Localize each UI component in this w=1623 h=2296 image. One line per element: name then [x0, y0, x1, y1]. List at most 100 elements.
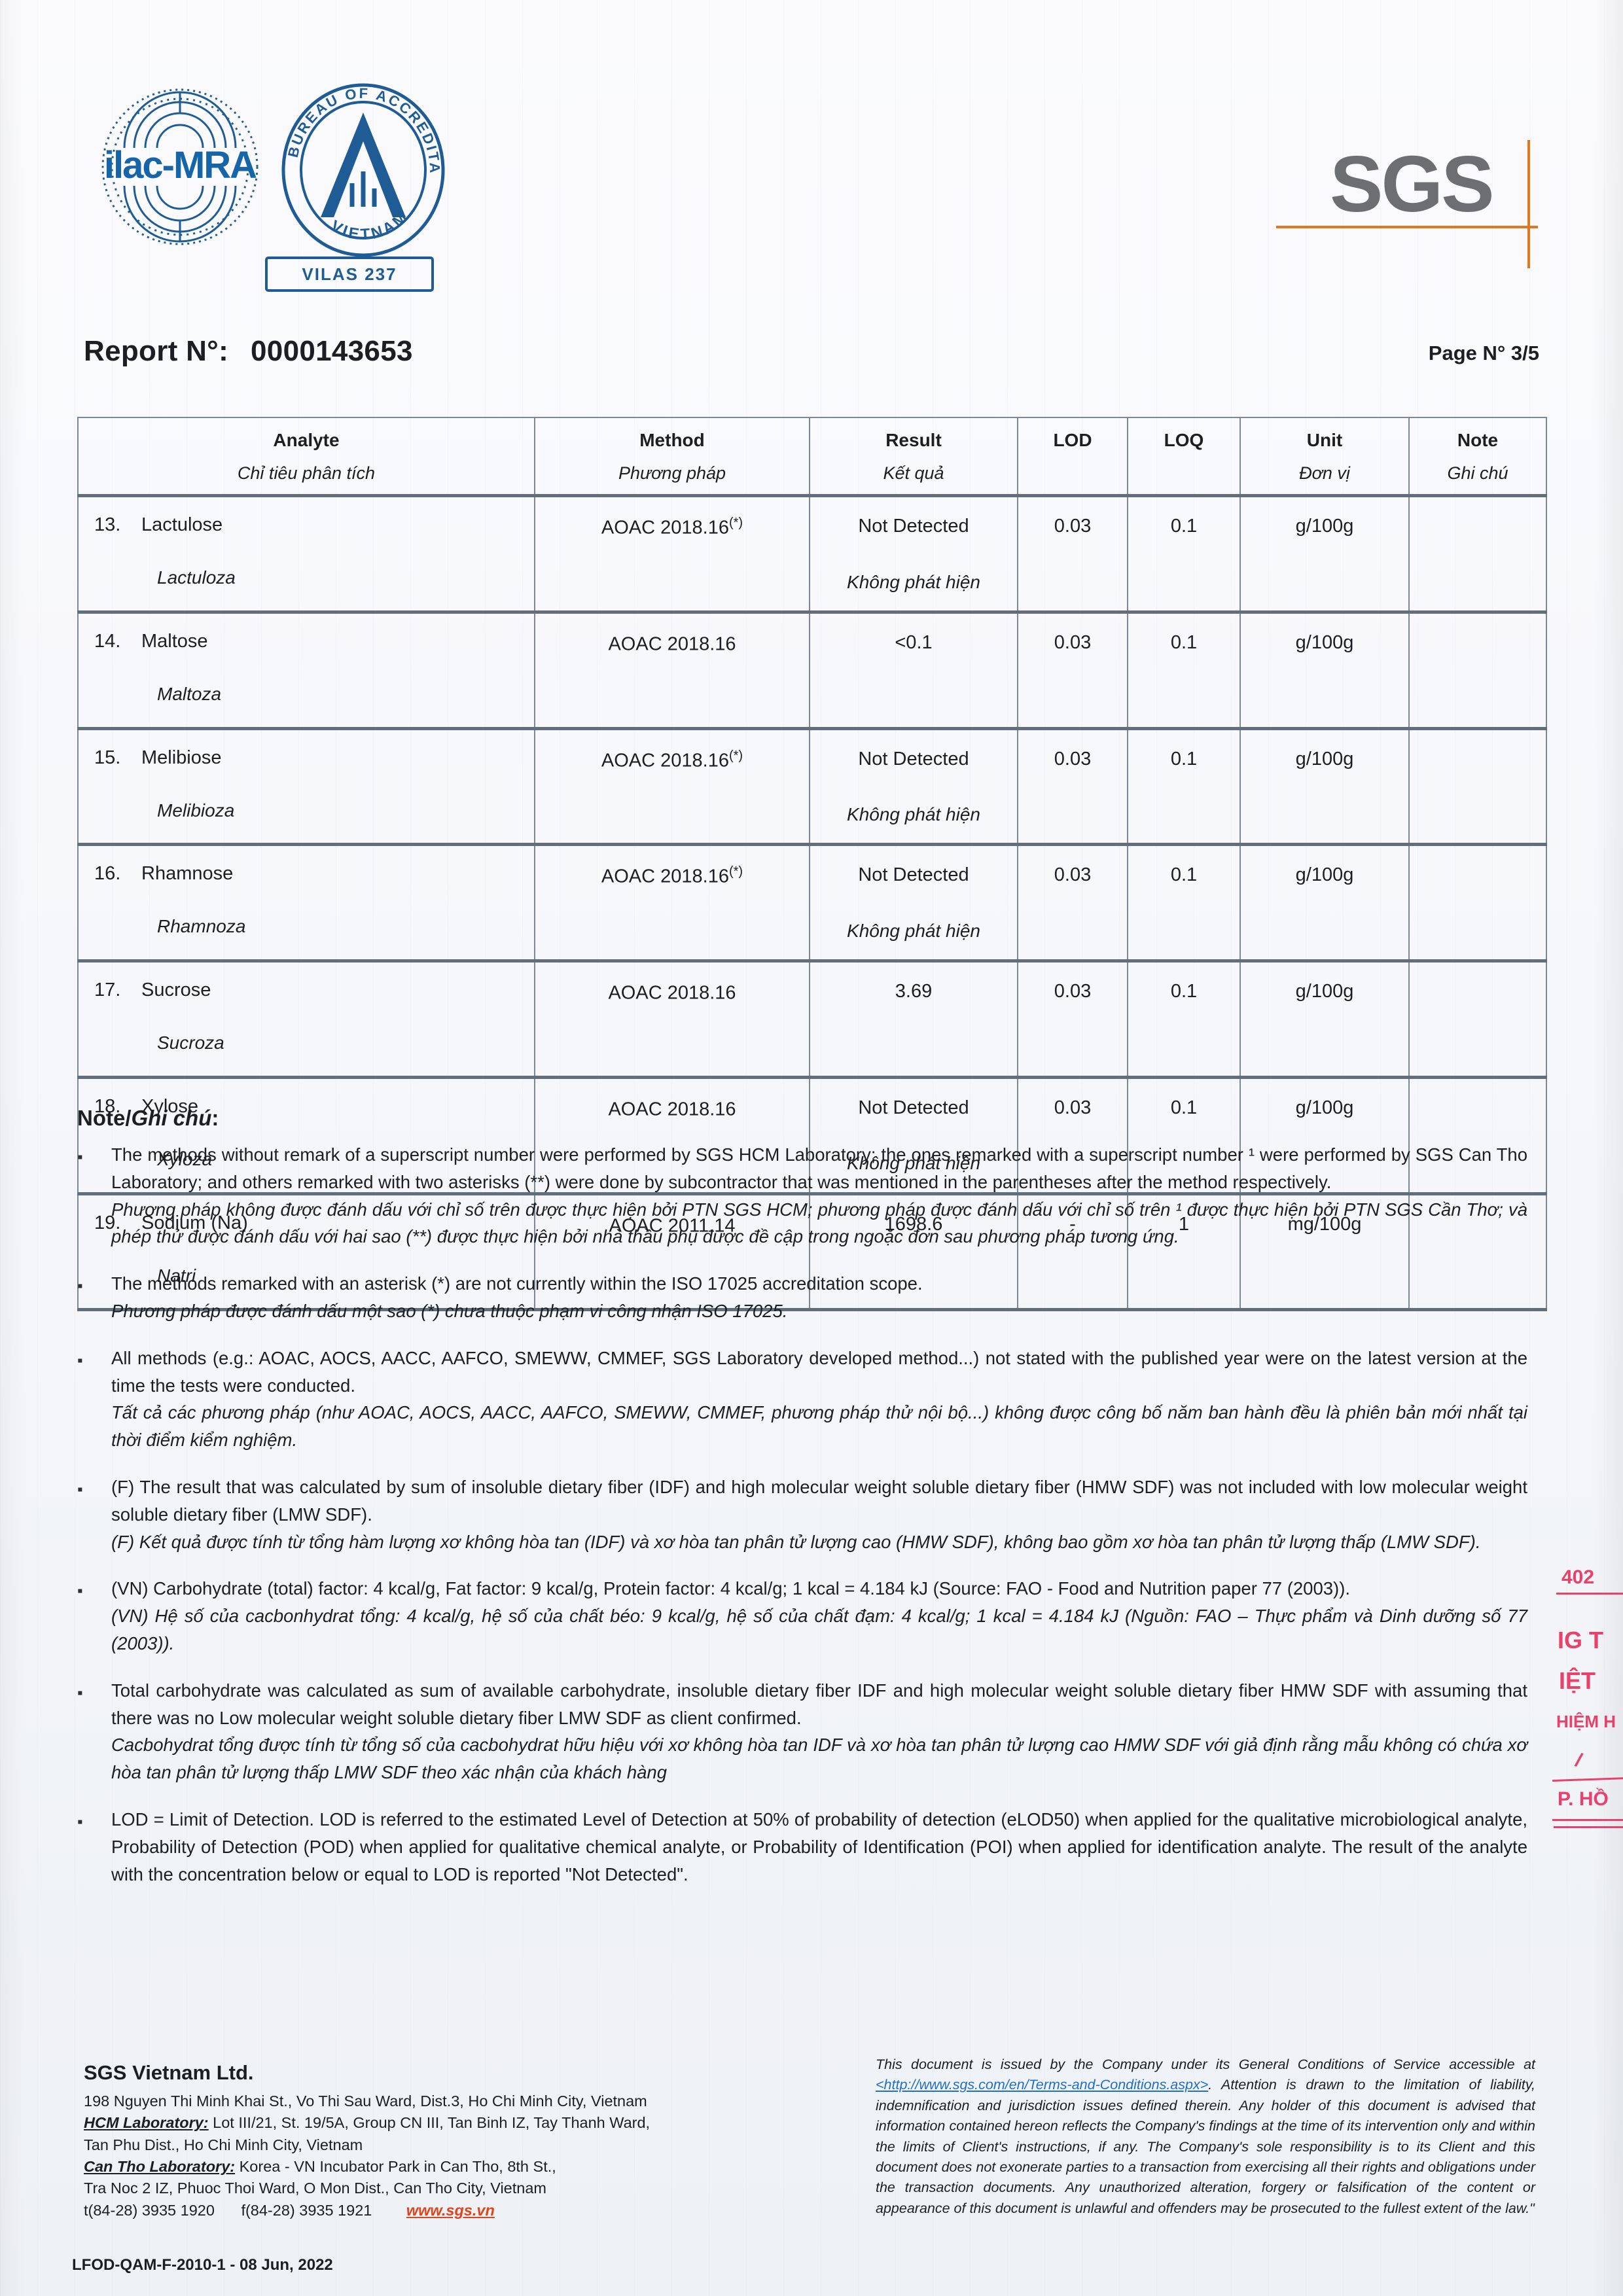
table-row: 19. Sodium (Na) Natri AOAC 2011.14 — [77, 1193, 1547, 1312]
analyte-name-vi: Natri — [157, 1265, 196, 1286]
notes-heading: Note/Ghi chú: — [77, 1106, 1527, 1131]
ilac-mra-logo-icon: ilac-MRA — [98, 85, 262, 249]
report-number-label: Report N°: — [84, 335, 229, 367]
lod-value: 0.03 — [1054, 748, 1092, 769]
table-row: 13. Lactulose Lactuloza AOAC 2018.16(*) — [77, 495, 1547, 614]
note-value — [1416, 631, 1539, 656]
loq-value: 0.1 — [1170, 516, 1198, 537]
cell-analyte: 19. Sodium (Na) Natri — [77, 1193, 535, 1312]
result-vi: Không phát hiện — [847, 804, 980, 825]
cell-result: Not Detected Không phát hiện — [809, 495, 1018, 614]
notes-heading-separator: / — [125, 1106, 132, 1130]
bullet-icon: ▪ — [77, 1582, 83, 1600]
analyte-name-vi: Xyloza — [157, 1148, 213, 1169]
note-text-en: LOD = Limit of Detection. LOD is referre… — [111, 1809, 1527, 1884]
table-row: 14. Maltose Maltoza AOAC 2018.16 — [77, 611, 1547, 730]
hcm-lab-label: HCM Laboratory: — [84, 2114, 209, 2132]
cell-loq: 0.1 — [1127, 495, 1241, 614]
cell-method: AOAC 2018.16 — [534, 960, 810, 1079]
note-value — [1416, 514, 1539, 539]
bullet-icon: ▪ — [77, 1351, 83, 1369]
cell-lod: 0.03 — [1017, 960, 1128, 1079]
stamp-line-4: P. HỒ — [1558, 1788, 1609, 1810]
col-header-loq: LOQ — [1127, 417, 1241, 498]
website-link[interactable]: www.sgs.vn — [406, 2201, 495, 2219]
cell-unit: g/100g — [1240, 495, 1410, 614]
bullet-icon: ▪ — [77, 1277, 83, 1296]
company-address: 198 Nguyen Thi Minh Khai St., Vo Thi Sau… — [84, 2093, 647, 2110]
cell-lod: 0.03 — [1017, 495, 1128, 614]
report-number-value: 0000143653 — [251, 335, 413, 367]
result-vi — [817, 1036, 1010, 1059]
cell-result: 1698.6 — [809, 1193, 1018, 1312]
col-header-analyte-en: Analyte — [273, 430, 340, 450]
unit-value: mg/100g — [1287, 1213, 1362, 1235]
cantho-lab-line: Can Tho Laboratory: Korea - VN Incubator… — [84, 2156, 804, 2178]
analyte-name-vi: Rhamnoza — [157, 916, 246, 937]
cell-method: AOAC 2018.16 — [534, 611, 810, 730]
cell-unit: g/100g — [1240, 960, 1410, 1079]
contact-line: t(84-28) 3935 1920 f(84-28) 3935 1921 ww… — [84, 2200, 804, 2221]
cell-method: AOAC 2018.16(*) — [534, 495, 810, 614]
svg-text:VIETNAM: VIETNAM — [328, 207, 413, 243]
col-header-method-en: Method — [639, 430, 705, 450]
note-item: ▪ The methods remarked with an asterisk … — [77, 1270, 1527, 1325]
analyte-name-en: Maltose — [141, 630, 208, 652]
bullet-icon: ▪ — [77, 1480, 83, 1498]
svg-text:ilac-MRA: ilac-MRA — [104, 144, 257, 186]
cell-result: <0.1 — [809, 611, 1018, 730]
cell-unit: mg/100g — [1240, 1193, 1410, 1312]
row-index: 13. — [94, 514, 121, 536]
note-value — [1416, 747, 1539, 772]
stamp-number: 402 — [1561, 1566, 1595, 1588]
row-index: 14. — [94, 630, 121, 652]
cell-unit: g/100g — [1240, 728, 1410, 847]
cell-analyte: 13. Lactulose Lactuloza — [77, 495, 535, 614]
analyte-name-en: Lactulose — [141, 514, 223, 536]
loq-value: 0.1 — [1170, 631, 1198, 653]
lod-value: 0.03 — [1054, 864, 1092, 886]
col-header-lod-en: LOD — [1053, 430, 1092, 450]
col-header-note: Note Ghi chú — [1408, 417, 1547, 498]
table-header-row: Analyte Chỉ tiêu phân tích Method Phương… — [77, 417, 1547, 498]
table-row: 15. Melibiose Melibioza AOAC 2018.16(*) — [77, 728, 1547, 847]
cell-note — [1408, 728, 1547, 847]
row-index: 17. — [94, 980, 121, 1001]
col-header-method: Method Phương pháp — [534, 417, 810, 498]
col-header-unit-vi: Đơn vị — [1299, 463, 1350, 483]
method-mark: (*) — [728, 748, 743, 763]
note-text-en: (F) The result that was calculated by su… — [111, 1476, 1527, 1525]
footer-company-block: SGS Vietnam Ltd. 198 Nguyen Thi Minh Kha… — [84, 2061, 804, 2221]
note-text-vi: Tất cả các phương pháp (như AOAC, AOCS, … — [111, 1402, 1527, 1451]
table-body: 13. Lactulose Lactuloza AOAC 2018.16(*) — [77, 495, 1547, 1312]
terms-and-conditions-link[interactable]: <http://www.sgs.com/en/Terms-and-Conditi… — [876, 2077, 1209, 2093]
col-header-result-en: Result — [885, 430, 942, 450]
note-item: ▪ LOD = Limit of Detection. LOD is refer… — [77, 1806, 1527, 1888]
bullet-icon: ▪ — [77, 1812, 83, 1831]
method-mark: (*) — [728, 516, 743, 531]
page-header: ilac-MRA — [0, 0, 1623, 393]
cell-loq: 0.1 — [1127, 843, 1241, 963]
hcm-lab-line: HCM Laboratory: Lot III/21, St. 19/5A, G… — [84, 2112, 804, 2134]
note-item: ▪ All methods (e.g.: AOAC, AOCS, AACC, A… — [77, 1345, 1527, 1454]
method-name: AOAC 2018.16 — [608, 1099, 736, 1120]
row-index: 16. — [94, 863, 121, 885]
col-header-method-vi: Phương pháp — [618, 463, 726, 483]
notes-heading-colon: : — [211, 1106, 219, 1130]
method-name: AOAC 2018.16 — [608, 633, 736, 655]
hcm-lab-address-1: Lot III/21, St. 19/5A, Group CN III, Tan… — [213, 2114, 651, 2132]
lod-value: 0.03 — [1054, 631, 1092, 653]
unit-value: g/100g — [1295, 631, 1354, 653]
result-en: <0.1 — [895, 631, 933, 653]
hcm-lab-address-2: Tan Phu Dist., Ho Chi Minh City, Vietnam — [84, 2136, 363, 2153]
cell-lod: 0.03 — [1017, 843, 1128, 963]
result-vi: Không phát hiện — [847, 920, 980, 941]
lod-value: - — [1069, 1213, 1076, 1235]
cell-note — [1408, 611, 1547, 730]
row-index: 15. — [94, 747, 121, 768]
result-vi: Không phát hiện — [847, 571, 980, 592]
cell-note — [1408, 495, 1547, 614]
result-en: Not Detected — [858, 1097, 969, 1118]
row-index: 18. — [94, 1095, 121, 1117]
cell-analyte: 18. Xylose Xyloza — [77, 1076, 535, 1195]
